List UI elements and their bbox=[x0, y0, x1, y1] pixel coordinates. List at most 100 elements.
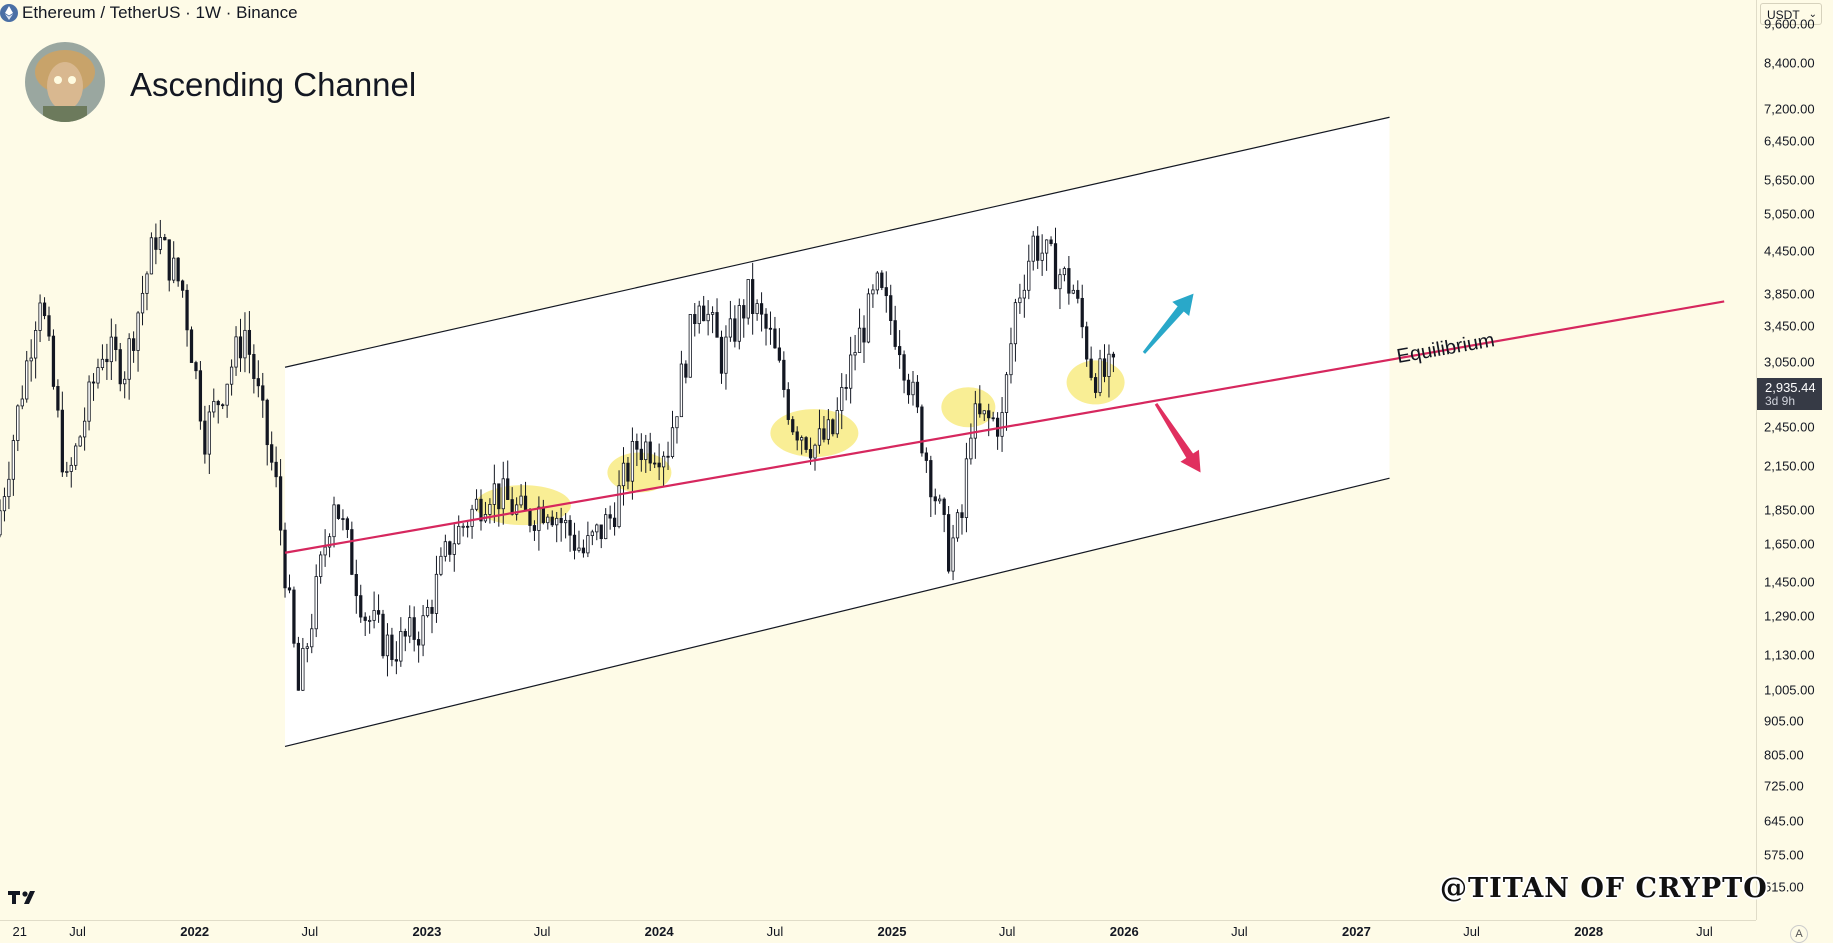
currency-select[interactable]: USDT ⌄ bbox=[1760, 3, 1822, 25]
candle-body bbox=[563, 519, 568, 524]
candle bbox=[11, 434, 15, 496]
candle-body bbox=[96, 367, 100, 384]
candle-body bbox=[2, 496, 7, 512]
time-tick-label: Jul bbox=[1696, 924, 1713, 939]
candle bbox=[461, 523, 465, 537]
candle-body bbox=[924, 452, 928, 461]
candle-body bbox=[7, 478, 11, 498]
candle-body bbox=[425, 607, 430, 617]
candle-body bbox=[1062, 268, 1067, 276]
candle-body bbox=[688, 314, 692, 378]
candle-body bbox=[78, 436, 82, 447]
candle bbox=[189, 326, 194, 363]
candle bbox=[862, 315, 866, 363]
candle-body bbox=[385, 634, 390, 657]
time-tick-label: 2027 bbox=[1341, 924, 1371, 939]
candle-body bbox=[791, 419, 795, 433]
candle bbox=[639, 433, 643, 472]
price-tick-label: 6,450.00 bbox=[1764, 133, 1815, 149]
candle-body bbox=[327, 536, 332, 548]
candle-body bbox=[982, 410, 986, 415]
candle-body bbox=[216, 401, 220, 406]
candle-body bbox=[42, 302, 47, 317]
candle bbox=[394, 641, 398, 675]
candle-body bbox=[430, 607, 434, 614]
candle-body bbox=[532, 525, 537, 531]
candle-body bbox=[270, 444, 274, 463]
candle-body bbox=[866, 293, 871, 343]
candle bbox=[332, 496, 336, 548]
candle bbox=[1093, 373, 1098, 399]
candle bbox=[1085, 321, 1089, 367]
candle bbox=[492, 464, 496, 524]
candle bbox=[697, 300, 701, 334]
candle bbox=[581, 539, 586, 558]
candle bbox=[742, 299, 746, 338]
candle bbox=[737, 298, 741, 350]
candle bbox=[933, 488, 937, 515]
chevron-down-icon: ⌄ bbox=[1808, 9, 1817, 20]
candle-body bbox=[488, 504, 492, 515]
candle-body bbox=[221, 404, 225, 407]
price-tick-label: 3,050.00 bbox=[1764, 354, 1815, 370]
price-tick-label: 7,200.00 bbox=[1764, 101, 1815, 117]
chart-canvas[interactable]: Equilibrium bbox=[0, 0, 1756, 920]
candle bbox=[78, 435, 82, 447]
candle bbox=[301, 637, 305, 692]
candle-body bbox=[1111, 353, 1116, 358]
candle bbox=[247, 311, 252, 374]
candle bbox=[626, 457, 630, 490]
candle-body bbox=[140, 292, 145, 314]
candle-body bbox=[621, 462, 626, 487]
candle-body bbox=[595, 524, 599, 533]
candle bbox=[457, 515, 461, 545]
auto-scale-button[interactable]: A bbox=[1790, 925, 1808, 943]
candle bbox=[56, 379, 60, 418]
symbol-header[interactable]: Ethereum / TetherUS · 1W · Binance bbox=[0, 0, 298, 26]
candle bbox=[608, 505, 612, 530]
candle bbox=[229, 359, 234, 396]
candle bbox=[34, 321, 38, 379]
candle-body bbox=[853, 352, 857, 356]
candle bbox=[203, 405, 207, 464]
candle-body bbox=[1053, 243, 1058, 290]
candle bbox=[586, 521, 590, 558]
candle bbox=[786, 382, 790, 425]
candle bbox=[880, 270, 884, 291]
equilibrium-label: Equilibrium bbox=[1395, 329, 1496, 368]
candle-body bbox=[65, 471, 69, 473]
candle bbox=[546, 514, 550, 530]
candle-body bbox=[198, 370, 203, 422]
candle-body bbox=[203, 420, 207, 455]
candle bbox=[234, 326, 238, 376]
candle-body bbox=[938, 498, 942, 502]
time-tick-label: 2023 bbox=[412, 924, 442, 939]
candle bbox=[421, 605, 425, 657]
candle-body bbox=[737, 305, 741, 342]
candle bbox=[590, 529, 594, 546]
candle-body bbox=[74, 445, 78, 466]
candle bbox=[1004, 371, 1009, 431]
candle-body bbox=[109, 336, 113, 363]
time-axis[interactable] bbox=[0, 920, 1756, 943]
candle-body bbox=[91, 381, 96, 384]
candle bbox=[532, 520, 537, 541]
candle bbox=[60, 391, 64, 477]
candle-body bbox=[350, 529, 354, 575]
candle-body bbox=[849, 354, 853, 389]
candle bbox=[96, 358, 100, 389]
candle bbox=[871, 284, 875, 308]
candle bbox=[1018, 283, 1022, 314]
candle-body bbox=[461, 525, 465, 528]
candle-body bbox=[964, 458, 969, 518]
candle-body bbox=[123, 378, 127, 385]
candle-body bbox=[69, 464, 73, 472]
tradingview-logo-icon[interactable] bbox=[8, 888, 40, 911]
candle-body bbox=[1004, 374, 1009, 413]
candle-body bbox=[844, 387, 848, 389]
candle-body bbox=[710, 312, 715, 315]
candle-body bbox=[973, 403, 977, 439]
candle bbox=[185, 284, 189, 347]
candle-body bbox=[25, 360, 29, 400]
price-axis[interactable] bbox=[1756, 0, 1833, 920]
